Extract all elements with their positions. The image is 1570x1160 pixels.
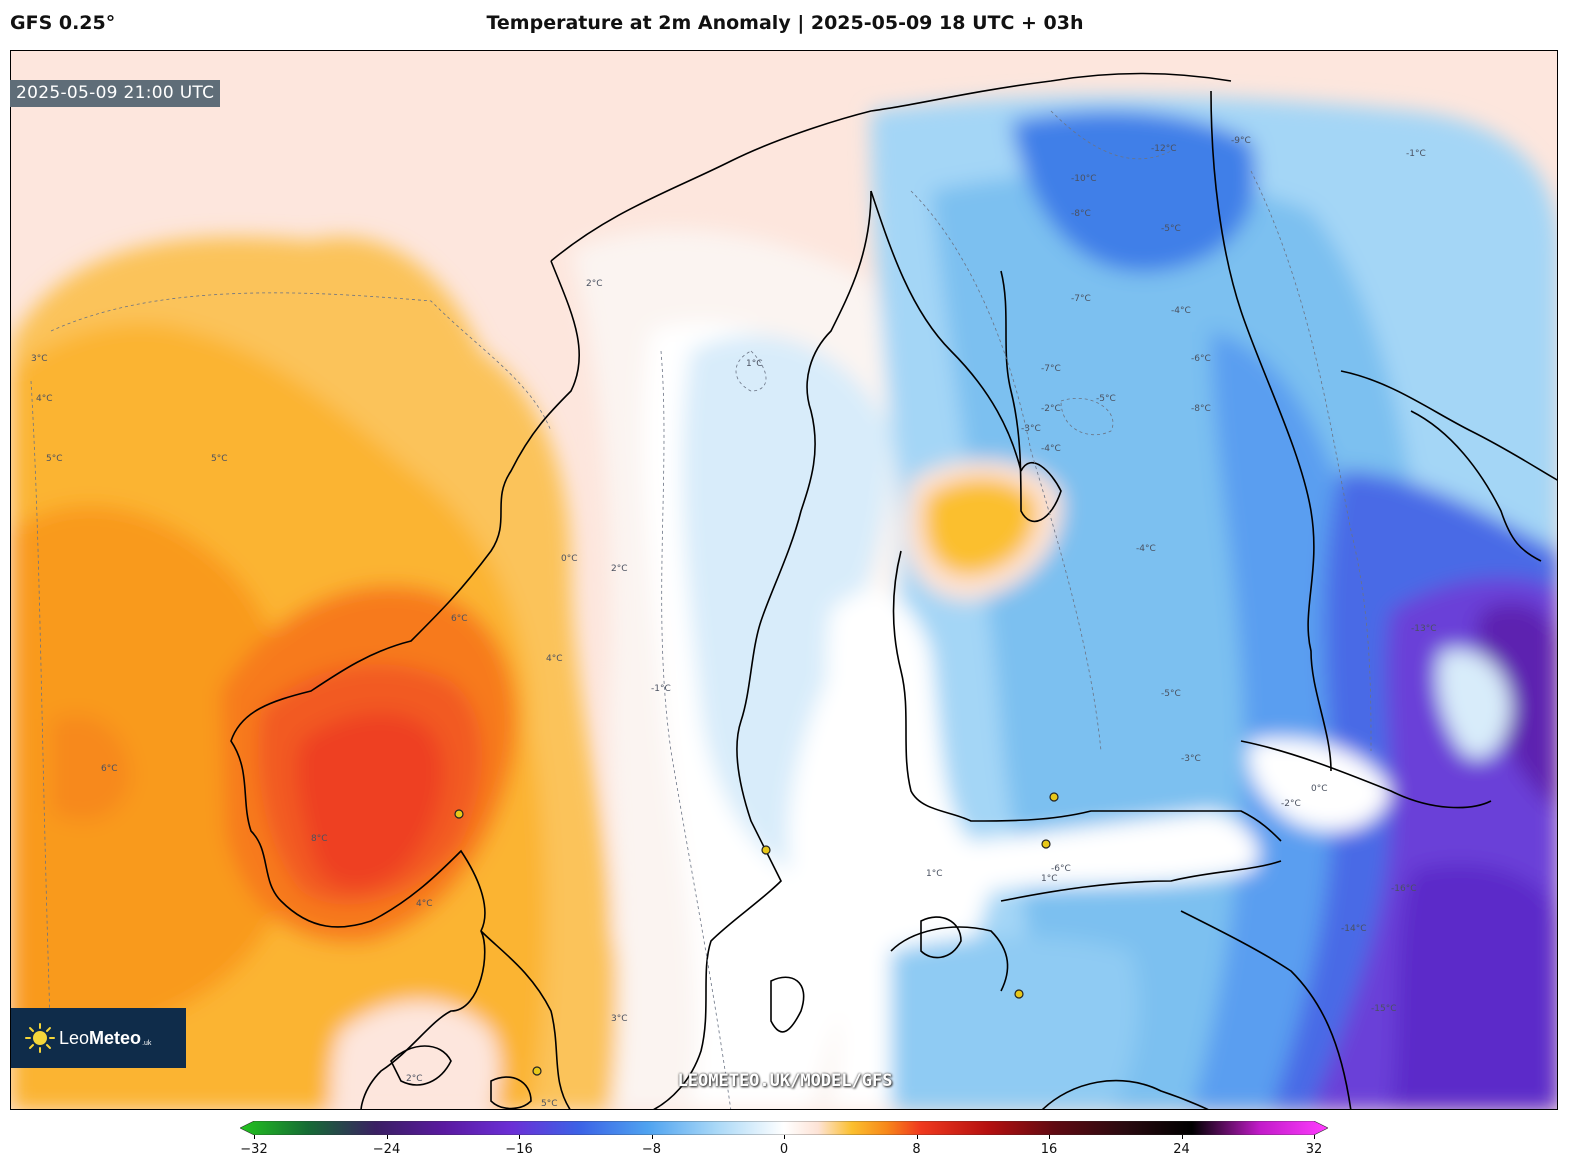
city-markers xyxy=(454,792,1059,1076)
isotherms xyxy=(30,110,1372,1109)
colorbar-tick-label: 32 xyxy=(1305,1142,1323,1157)
colorbar-tick-label: −16 xyxy=(505,1142,533,1157)
city-marker[interactable] xyxy=(532,1066,542,1076)
isotherm-label: -10°C xyxy=(1071,174,1096,184)
sun-icon xyxy=(25,1023,55,1053)
model-name: GFS 0.25° xyxy=(10,12,116,34)
isotherm-label: 6°C xyxy=(451,614,468,624)
isotherm-label: -7°C xyxy=(1071,294,1091,304)
source-watermark: LEOMETEO.UK/MODEL/GFS xyxy=(677,1071,893,1091)
isotherm-label: 0°C xyxy=(1311,784,1328,794)
colorbar-tick-label: −24 xyxy=(372,1142,401,1157)
colorbar-tick-label: 24 xyxy=(1173,1142,1190,1157)
isotherm-label: 4°C xyxy=(546,654,563,664)
isotherm-label: 2°C xyxy=(406,1074,423,1084)
city-marker[interactable] xyxy=(1041,839,1051,849)
colorbar-tick-mark xyxy=(784,1135,785,1139)
isotherm-label: 5°C xyxy=(46,454,63,464)
colorbar-tick-mark xyxy=(254,1135,255,1139)
isotherm-label: -6°C xyxy=(1051,864,1071,874)
isotherm-label: -2°C xyxy=(1041,404,1061,414)
city-marker[interactable] xyxy=(1014,989,1024,999)
colorbar-tick-label: −8 xyxy=(641,1142,662,1157)
city-marker[interactable] xyxy=(454,809,464,819)
isotherm-labels: -12°C -10°C -9°C -8°C -8°C -7°C -7°C -6°… xyxy=(31,136,1436,1109)
isotherm-label: 0°C xyxy=(561,554,578,564)
isotherm-label: -14°C xyxy=(1341,924,1366,934)
isotherm-label: -5°C xyxy=(1096,394,1116,404)
valid-time-badge: 2025-05-09 21:00 UTC xyxy=(10,80,221,107)
colorbar-tick-mark xyxy=(519,1135,520,1139)
isotherm-label: -16°C xyxy=(1391,884,1416,894)
isotherm-label: 4°C xyxy=(416,899,433,909)
colorbar-tick-mark xyxy=(1314,1135,1315,1139)
isotherm-label: -6°C xyxy=(1191,354,1211,364)
isotherm-label: 2°C xyxy=(611,564,628,574)
temperature-anomaly-map: -12°C -10°C -9°C -8°C -8°C -7°C -7°C -6°… xyxy=(11,51,1557,1109)
isotherm-label: 5°C xyxy=(211,454,228,464)
coastlines xyxy=(230,72,1557,1109)
isotherm-label: -8°C xyxy=(1071,209,1091,219)
isotherm-label: 2°C xyxy=(586,279,603,289)
isotherm-label: -1°C xyxy=(651,684,671,694)
isotherm-label: -15°C xyxy=(1371,1004,1396,1014)
isotherm-label: -4°C xyxy=(1136,544,1156,554)
colorbar-tick-label: 0 xyxy=(779,1142,789,1157)
isotherm-label: -8°C xyxy=(1191,404,1211,414)
colorbar-ticks: −32 −24 −16 −8 0 8 16 24 32 xyxy=(0,1142,1570,1160)
isotherm-label: -2°C xyxy=(1281,799,1301,809)
chart-title: Temperature at 2m Anomaly | 2025-05-09 1… xyxy=(486,12,1084,34)
colorbar-tick-mark xyxy=(916,1135,918,1139)
isotherm-label: -4°C xyxy=(1171,306,1191,316)
isotherm-label: -3°C xyxy=(1021,424,1041,434)
logo-text: LeoMeteo xyxy=(59,1027,142,1048)
colorbar-tick-mark xyxy=(651,1135,653,1139)
isotherm-label: -7°C xyxy=(1041,364,1061,374)
isotherm-label: -13°C xyxy=(1411,624,1436,634)
isotherm-label: -5°C xyxy=(1161,689,1181,699)
colorbar-tick-label: 16 xyxy=(1040,1142,1058,1157)
city-marker[interactable] xyxy=(1049,792,1059,802)
colorbar-tick-label: −32 xyxy=(240,1142,268,1157)
isotherm-label: 8°C xyxy=(311,834,328,844)
logo-suffix: .uk xyxy=(142,1039,152,1047)
colorbar-tick-mark xyxy=(1181,1135,1183,1139)
colorbar xyxy=(240,1121,1328,1135)
isotherm-label: 1°C xyxy=(746,359,763,369)
isotherm-label: 4°C xyxy=(36,394,53,404)
colorbar-tick-mark xyxy=(1049,1135,1050,1139)
isotherm-label: -5°C xyxy=(1161,224,1181,234)
isotherm-label: 1°C xyxy=(1041,874,1058,884)
isotherm-label: 6°C xyxy=(101,764,118,774)
isotherm-label: 1°C xyxy=(926,869,943,879)
isotherm-label: -4°C xyxy=(1041,444,1061,454)
colorbar-tick-mark xyxy=(386,1135,388,1139)
isotherm-label: -9°C xyxy=(1231,136,1251,146)
isotherm-label: 3°C xyxy=(31,354,48,364)
leometeo-logo[interactable]: LeoMeteo .uk xyxy=(11,1008,186,1068)
colorbar-tick-label: 8 xyxy=(912,1142,921,1157)
isotherm-label: 3°C xyxy=(611,1014,628,1024)
isotherm-label: 5°C xyxy=(541,1099,558,1109)
map-panel[interactable]: -12°C -10°C -9°C -8°C -8°C -7°C -7°C -6°… xyxy=(10,50,1558,1110)
isotherm-label: -1°C xyxy=(1406,149,1426,159)
isotherm-label: -3°C xyxy=(1181,754,1201,764)
isotherm-label: -12°C xyxy=(1151,144,1176,154)
city-marker[interactable] xyxy=(761,845,771,855)
